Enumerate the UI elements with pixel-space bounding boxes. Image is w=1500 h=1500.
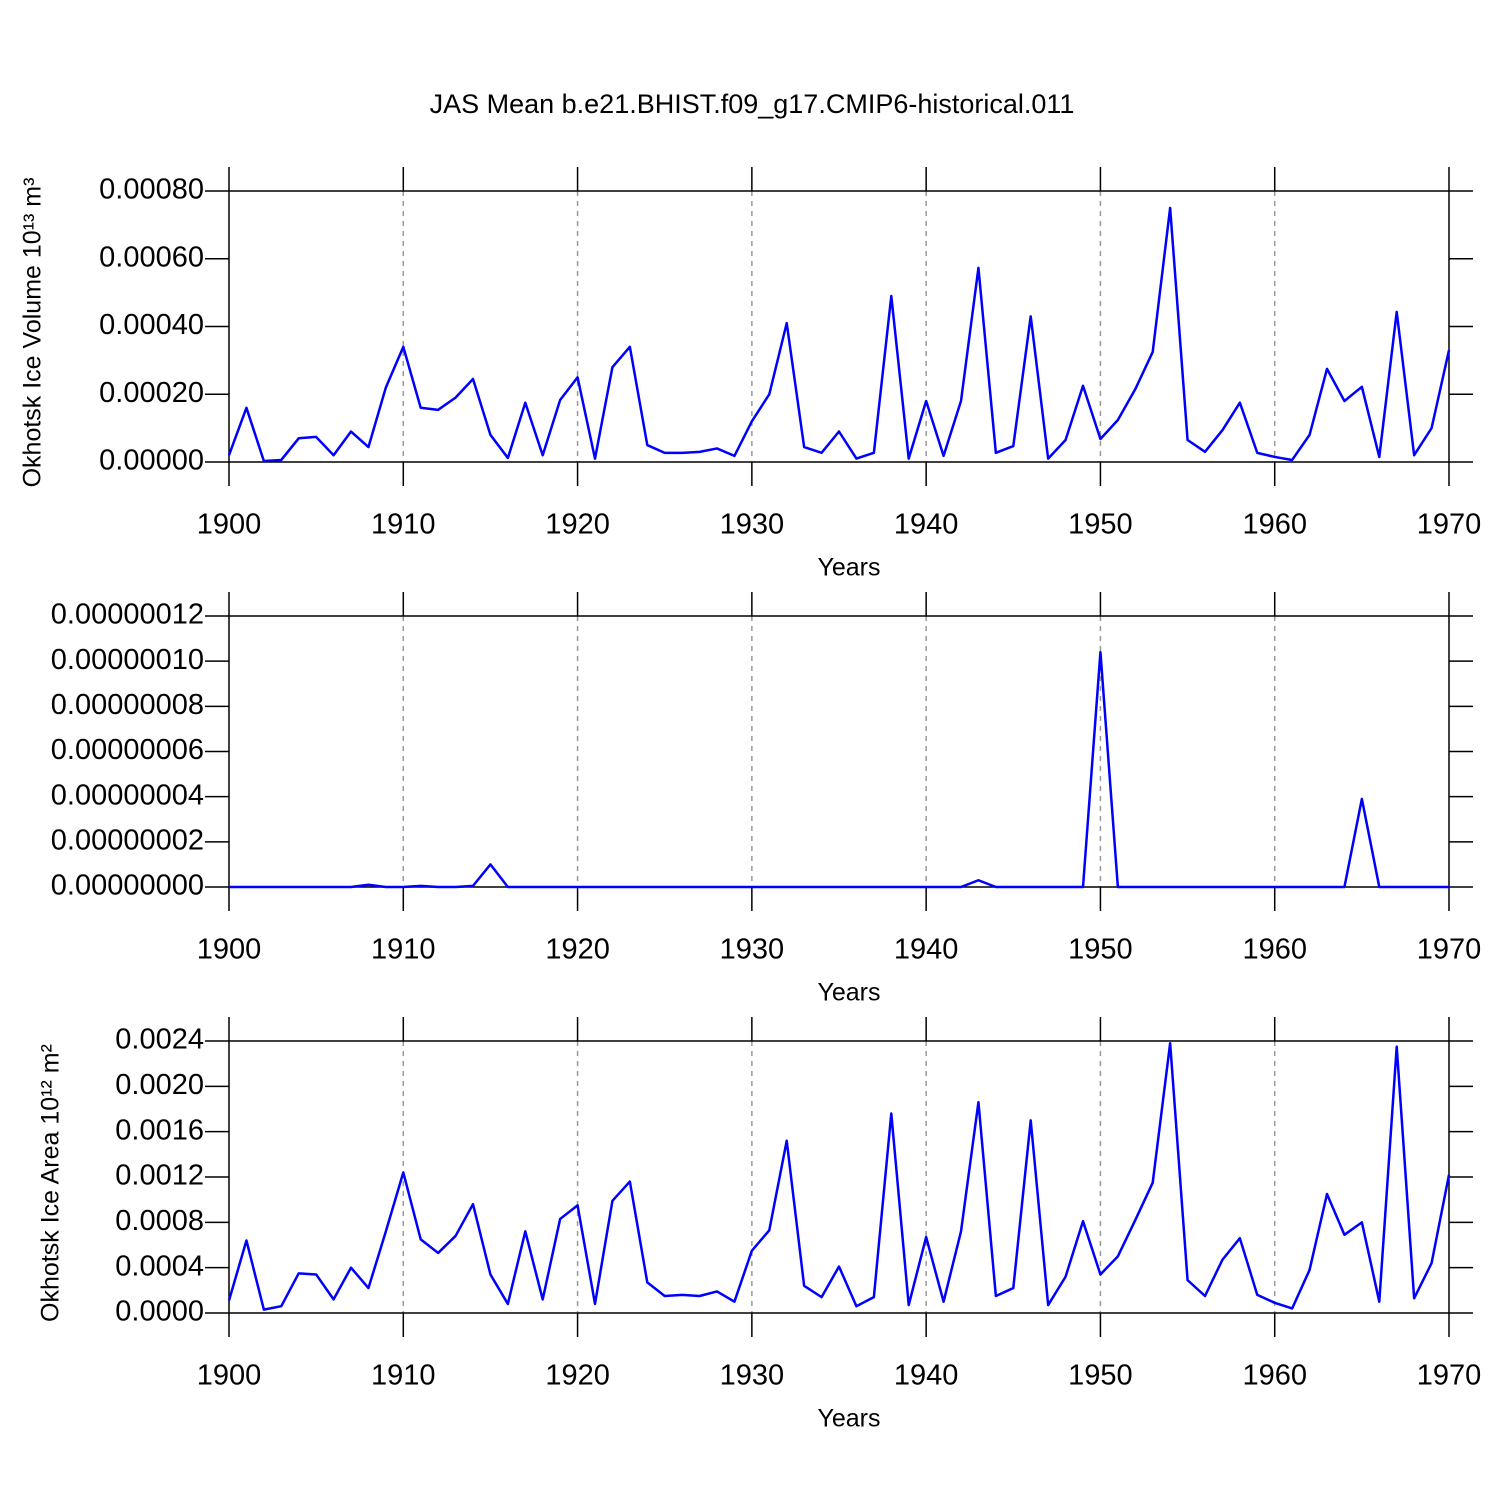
x-tick-label: 1920 bbox=[545, 934, 610, 966]
x-tick-label: 1930 bbox=[720, 934, 785, 966]
y-tick-label: 0.0008 bbox=[115, 1205, 204, 1237]
y-tick-label: 0.0024 bbox=[115, 1024, 204, 1056]
y-tick-label: 0.00000012 bbox=[51, 599, 204, 631]
x-tick-label: 1940 bbox=[894, 1360, 959, 1392]
x-tick-label: 1960 bbox=[1242, 1360, 1307, 1392]
chart-title: JAS Mean b.e21.BHIST.f09_g17.CMIP6-histo… bbox=[430, 89, 1075, 119]
data-line bbox=[227, 206, 1451, 463]
y-tick-label: 0.00000004 bbox=[51, 779, 204, 811]
x-tick-label: 1960 bbox=[1242, 934, 1307, 966]
x-tick-label: 1920 bbox=[545, 509, 610, 541]
x-tick-label: 1960 bbox=[1242, 509, 1307, 541]
x-tick-label: 1900 bbox=[197, 934, 262, 966]
plot-frame bbox=[228, 1040, 1450, 1314]
x-tick-label: 1970 bbox=[1417, 1360, 1482, 1392]
x-tick-label: 1950 bbox=[1068, 509, 1133, 541]
y-tick-label: 0.00020 bbox=[99, 377, 204, 409]
x-tick-label: 1940 bbox=[894, 509, 959, 541]
plot-frame bbox=[228, 190, 1450, 463]
x-tick-label: 1940 bbox=[894, 934, 959, 966]
x-tick-label: 1950 bbox=[1068, 1360, 1133, 1392]
data-line bbox=[227, 1042, 1451, 1311]
x-tick-label: 1970 bbox=[1417, 509, 1482, 541]
y-tick-label: 0.00000002 bbox=[51, 824, 204, 856]
x-axis-title: Years bbox=[817, 554, 880, 582]
x-tick-label: 1930 bbox=[720, 1360, 785, 1392]
x-axis-title: Years bbox=[817, 1405, 880, 1433]
y-tick-label: 0.00000008 bbox=[51, 689, 204, 721]
y-tick-label: 0.00040 bbox=[99, 309, 204, 341]
y-tick-label: 0.00000010 bbox=[51, 644, 204, 676]
x-tick-label: 1930 bbox=[720, 509, 785, 541]
data-line bbox=[229, 650, 1449, 889]
x-tick-label: 1910 bbox=[371, 509, 436, 541]
y-tick-label: 0.00080 bbox=[99, 174, 204, 206]
x-tick-label: 1900 bbox=[197, 509, 262, 541]
y-tick-label: 0.0016 bbox=[115, 1114, 204, 1146]
y-tick-label: 0.00060 bbox=[99, 241, 204, 273]
y-tick-label: 0.0020 bbox=[115, 1069, 204, 1101]
x-axis-title: Years bbox=[817, 979, 880, 1007]
x-tick-label: 1910 bbox=[371, 934, 436, 966]
y-axis-title: Okhotsk Ice Area 10¹² m² bbox=[37, 1044, 65, 1322]
y-tick-label: 0.00000 bbox=[99, 445, 204, 477]
x-tick-label: 1950 bbox=[1068, 934, 1133, 966]
x-tick-label: 1900 bbox=[197, 1360, 262, 1392]
y-tick-label: 0.0012 bbox=[115, 1160, 204, 1192]
y-axis-title: Okhotsk Ice Volume 10¹³ m³ bbox=[19, 178, 47, 488]
y-tick-label: 0.00000006 bbox=[51, 734, 204, 766]
x-tick-label: 1970 bbox=[1417, 934, 1482, 966]
y-tick-label: 0.0000 bbox=[115, 1296, 204, 1328]
y-tick-label: 0.0004 bbox=[115, 1250, 204, 1282]
y-tick-label: 0.00000000 bbox=[51, 870, 204, 902]
plot-frame bbox=[228, 615, 1450, 888]
x-tick-label: 1910 bbox=[371, 1360, 436, 1392]
x-tick-label: 1920 bbox=[545, 1360, 610, 1392]
